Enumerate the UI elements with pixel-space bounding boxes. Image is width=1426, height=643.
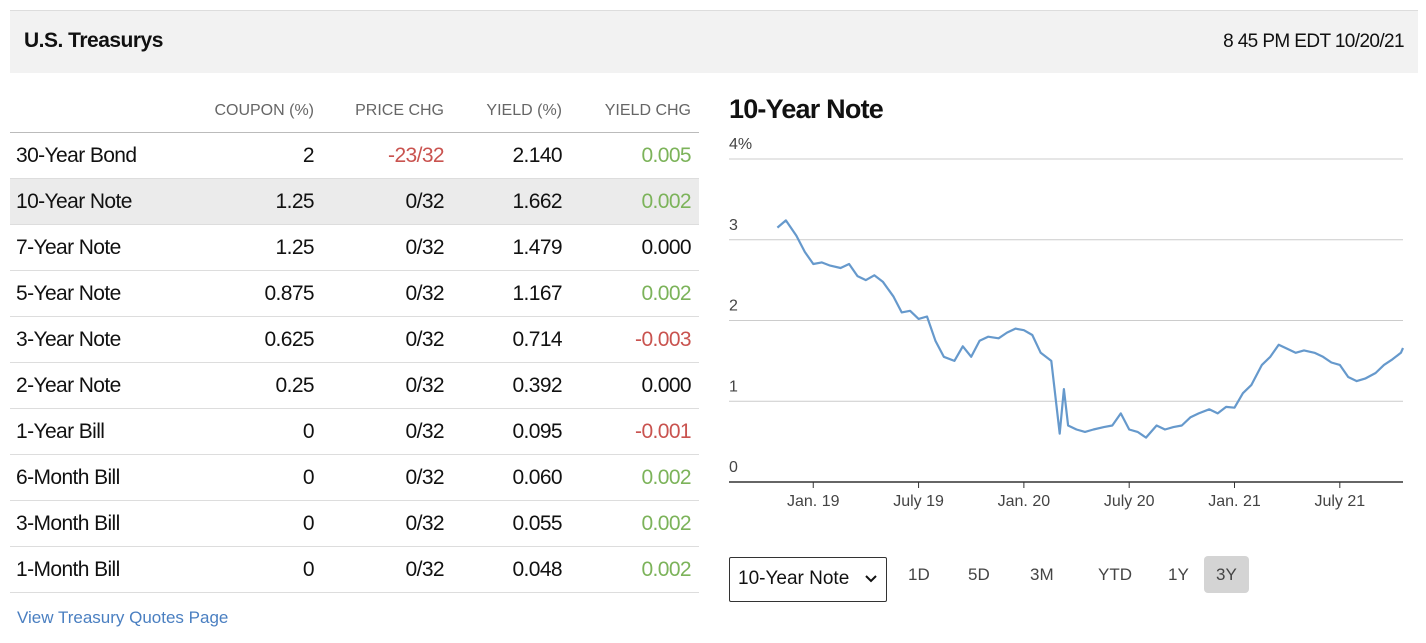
row-label: 7-Year Note xyxy=(16,235,121,259)
table-cell: 0/32 xyxy=(405,189,445,213)
x-tick-label: July 20 xyxy=(1104,493,1155,510)
table-row: 2-Year Note 0.25 0/32 0.392 0.000 xyxy=(10,363,699,409)
x-tick-label: July 19 xyxy=(893,493,944,510)
row-label: 3-Month Bill xyxy=(16,511,120,535)
table-cell: 0/32 xyxy=(405,557,445,581)
table-row: 6-Month Bill 0 0/32 0.060 0.002 xyxy=(10,455,699,501)
chart-title: 10-Year Note xyxy=(729,94,884,124)
row-label: 30-Year Bond xyxy=(16,143,137,167)
table-cell: 0/32 xyxy=(405,373,445,397)
y-tick-label: 3 xyxy=(729,217,738,234)
table-cell: -23/32 xyxy=(388,143,445,167)
table-cell: 0.714 xyxy=(512,327,562,351)
table-cell: 0.002 xyxy=(641,465,691,489)
table-cell: 1.479 xyxy=(512,235,562,259)
row-label: 2-Year Note xyxy=(16,373,121,397)
x-tick-label: Jan. 20 xyxy=(998,493,1051,510)
table-cell: 0/32 xyxy=(405,419,445,443)
yield-line xyxy=(776,219,1405,439)
table-cell: 0.000 xyxy=(641,373,691,397)
row-label: 1-Month Bill xyxy=(16,557,120,581)
table-cell: 0.002 xyxy=(641,511,691,535)
table-row: 5-Year Note 0.875 0/32 1.167 0.002 xyxy=(10,271,699,317)
table-cell: 0.25 xyxy=(275,373,315,397)
dropdown-value: 10-Year Note xyxy=(738,568,850,589)
table-cell: 1.25 xyxy=(275,189,315,213)
column-header: PRICE CHG xyxy=(355,102,444,119)
range-button[interactable]: 5D xyxy=(968,565,990,584)
quotes-link[interactable]: View Treasury Quotes Page xyxy=(17,608,229,627)
row-label: 3-Year Note xyxy=(16,327,121,351)
note-dropdown[interactable]: 10-Year Note xyxy=(729,557,887,602)
table-cell: 0.875 xyxy=(264,281,314,305)
header-bar: U.S. Treasurys 8 45 PM EDT 10/20/21 xyxy=(10,10,1418,73)
table-cell: 0.095 xyxy=(512,419,562,443)
table-row: 1-Year Bill 0 0/32 0.095 -0.001 xyxy=(10,409,699,455)
range-button[interactable]: 1Y xyxy=(1168,565,1189,584)
table-cell: 0 xyxy=(302,557,315,581)
column-header: YIELD CHG xyxy=(604,102,691,119)
table-cell: 0.060 xyxy=(512,465,562,489)
treasury-table: COUPON (%) PRICE CHG YIELD (%) YIELD CHG 30-… xyxy=(10,90,699,593)
table-cell: 0/32 xyxy=(405,327,445,351)
dropdown-chevron xyxy=(865,575,877,583)
table-cell: 0/32 xyxy=(405,511,445,535)
table-cell: 0.048 xyxy=(512,557,562,581)
table-row: 10-Year Note 1.25 0/32 1.662 0.002 xyxy=(10,179,699,225)
table-cell: 1.25 xyxy=(275,235,315,259)
row-label: 6-Month Bill xyxy=(16,465,120,489)
table-cell: 0/32 xyxy=(405,465,445,489)
table-cell: 0.002 xyxy=(641,281,691,305)
table-row: 30-Year Bond 2 -23/32 2.140 0.005 xyxy=(10,133,699,179)
table-cell: 0.002 xyxy=(641,557,691,581)
table-cell: 0 xyxy=(302,465,315,489)
y-tick-label: 4% xyxy=(729,136,752,153)
range-button[interactable]: YTD xyxy=(1098,565,1132,584)
column-header: COUPON (%) xyxy=(214,102,314,119)
range-button[interactable]: 3M xyxy=(1030,565,1054,584)
x-tick-label: July 21 xyxy=(1314,493,1365,510)
chart: 0 1 2 3 4% Jan. 19 July 19 Jan. 20 July 20 Jan. 2… xyxy=(729,136,1405,510)
table-cell: 0 xyxy=(302,511,315,535)
table-cell: 2.140 xyxy=(512,143,562,167)
table-row: 3-Month Bill 0 0/32 0.055 0.002 xyxy=(10,501,699,547)
header-title: U.S. Treasurys xyxy=(24,29,163,52)
x-tick-label: Jan. 21 xyxy=(1208,493,1261,510)
table-cell: 0 xyxy=(302,419,315,443)
range-button[interactable]: 3Y xyxy=(1204,556,1249,593)
timestamp: 8 45 PM EDT 10/20/21 xyxy=(1223,31,1405,52)
range-button[interactable]: 1D xyxy=(908,565,930,584)
table-cell: 0.625 xyxy=(264,327,314,351)
row-label: 5-Year Note xyxy=(16,281,121,305)
y-tick-label: 1 xyxy=(729,378,738,395)
x-tick-label: Jan. 19 xyxy=(787,493,840,510)
table-cell: 0/32 xyxy=(405,235,445,259)
table-cell: 0.002 xyxy=(641,189,691,213)
table-cell: 0/32 xyxy=(405,281,445,305)
table-cell: -0.001 xyxy=(635,419,692,443)
y-tick-label: 2 xyxy=(729,298,738,315)
row-label: 1-Year Bill xyxy=(16,419,105,443)
table-cell: 2 xyxy=(302,143,315,167)
y-tick-label: 0 xyxy=(729,459,738,476)
row-label: 10-Year Note xyxy=(16,189,132,213)
table-cell: 0.005 xyxy=(641,143,691,167)
table-cell: 0.055 xyxy=(512,511,562,535)
table-row: 3-Year Note 0.625 0/32 0.714 -0.003 xyxy=(10,317,699,363)
table-cell: 1.167 xyxy=(512,281,562,305)
table-cell: 1.662 xyxy=(512,189,562,213)
table-cell: -0.003 xyxy=(635,327,692,351)
table-row: 7-Year Note 1.25 0/32 1.479 0.000 xyxy=(10,225,699,271)
column-header: YIELD (%) xyxy=(486,102,562,119)
table-cell: 0.000 xyxy=(641,235,691,259)
table-cell: 0.392 xyxy=(512,373,562,397)
table-header: COUPON (%) PRICE CHG YIELD (%) YIELD CHG xyxy=(10,90,699,133)
table-row: 1-Month Bill 0 0/32 0.048 0.002 xyxy=(10,547,699,593)
